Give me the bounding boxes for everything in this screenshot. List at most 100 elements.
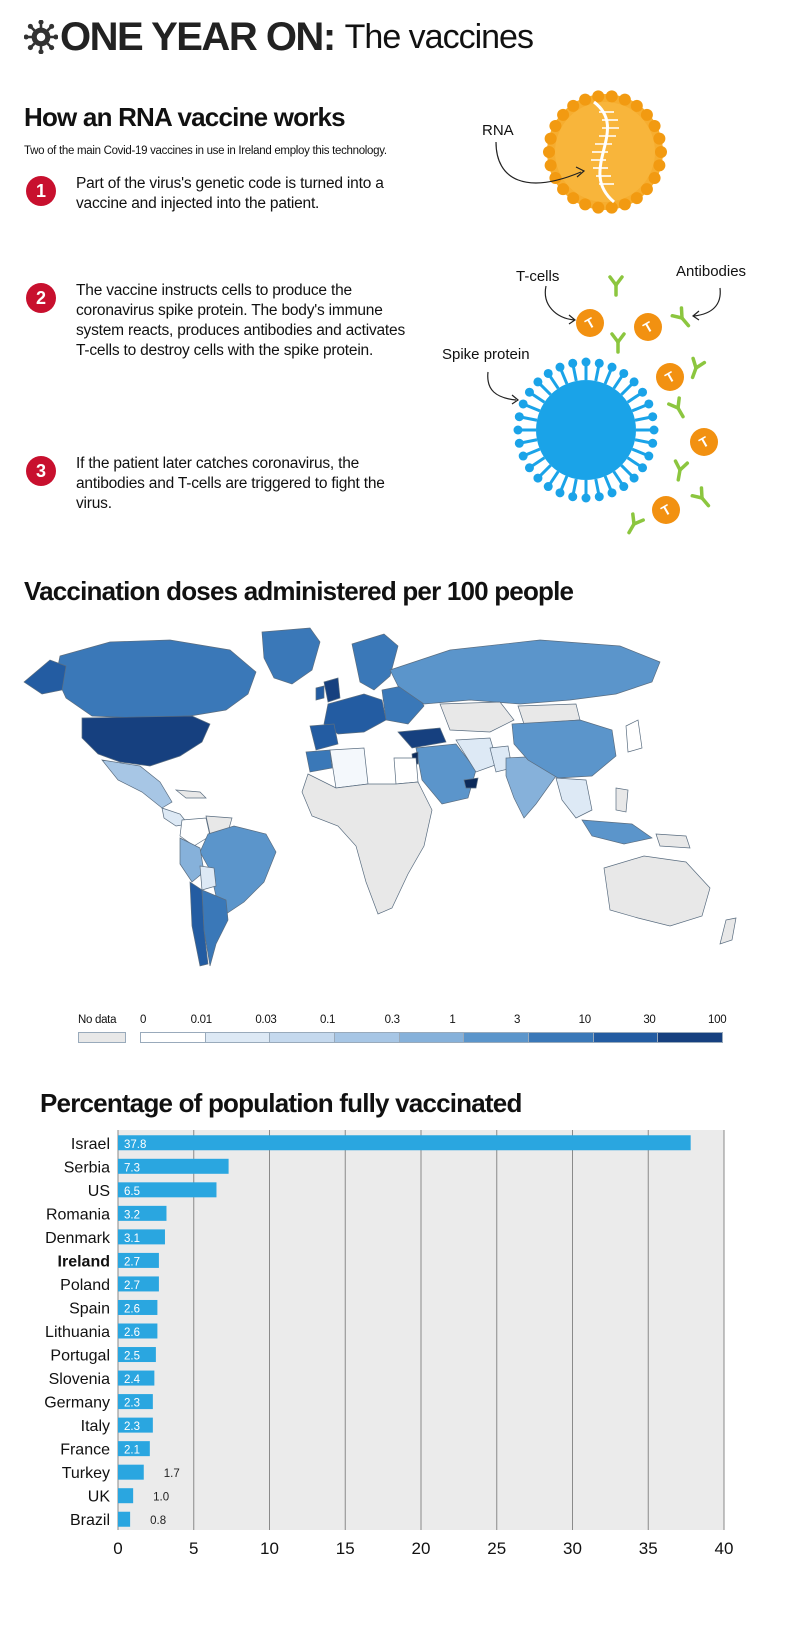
- region-caribbean: [174, 789, 207, 799]
- category-label: Poland: [60, 1277, 110, 1294]
- region-china: [511, 719, 617, 779]
- bar: [118, 1323, 158, 1339]
- legend-swatch: [204, 1032, 271, 1043]
- region-scandinavia: [351, 633, 399, 691]
- page-header: ONE YEAR ON: The vaccines: [24, 12, 534, 62]
- step-text: The vaccine instructs cells to produce t…: [76, 282, 405, 359]
- category-label: Portugal: [50, 1348, 110, 1365]
- x-tick-label: 20: [412, 1539, 431, 1558]
- region-papua: [655, 833, 691, 849]
- value-label: 6.5: [124, 1186, 140, 1198]
- bar: [118, 1394, 153, 1410]
- legend-swatch: [334, 1032, 400, 1043]
- spike-protein-label: Spike protein: [442, 346, 530, 363]
- legend-tick-label: 3: [514, 1014, 521, 1026]
- bar: [118, 1370, 155, 1386]
- rna-section-subtitle: Two of the main Covid-19 vaccines in use…: [24, 145, 387, 157]
- category-label: Italy: [81, 1418, 110, 1435]
- bar-chart: 0 5 10 15 20 25 30 35 40 Israel 37.8 Serbia 7.3 US 6.5…: [0, 1126, 800, 1637]
- legend-tick-label: 30: [643, 1014, 656, 1026]
- region-uae: [463, 777, 479, 789]
- legend-tick-label: 0.03: [255, 1014, 277, 1026]
- bar-chart-svg: 0 5 10 15 20 25 30 35 40 Israel 37.8 Serbia 7.3 US 6.5…: [44, 1130, 734, 1558]
- value-label: 2.3: [124, 1421, 140, 1433]
- legend-swatch: [528, 1032, 594, 1043]
- region-morocco: [305, 749, 333, 773]
- region-turkey: [397, 727, 447, 749]
- antibody-icon: [610, 332, 626, 354]
- bar: [118, 1299, 158, 1315]
- region-kazakhstan: [439, 701, 515, 733]
- region-greenland: [261, 627, 321, 685]
- bar-chart-title: Percentage of population fully vaccinate…: [40, 1088, 522, 1118]
- x-tick-label: 40: [715, 1539, 734, 1558]
- x-tick-label: 30: [563, 1539, 582, 1558]
- region-egypt: [393, 757, 419, 785]
- category-label: Turkey: [62, 1465, 110, 1482]
- region-peru: [179, 837, 205, 883]
- value-label: 2.6: [124, 1327, 140, 1339]
- step-number-badge: 1: [26, 176, 56, 206]
- region-africa: [301, 773, 433, 915]
- region-philippines: [615, 787, 629, 813]
- antibody-icon: [690, 356, 707, 380]
- legend-tick-label: 0: [140, 1014, 147, 1026]
- legend-swatch: [592, 1032, 659, 1043]
- category-label: Ireland: [58, 1253, 110, 1270]
- x-tick-label: 5: [189, 1539, 198, 1558]
- value-label: 2.7: [124, 1256, 140, 1268]
- x-tick-label: 15: [336, 1539, 355, 1558]
- spike-protein-icon: [513, 357, 659, 503]
- bar: [118, 1511, 131, 1527]
- bar: [118, 1488, 134, 1504]
- value-label: 7.3: [124, 1162, 140, 1174]
- antibodies-label: Antibodies: [676, 263, 747, 280]
- legend-tick-label: 10: [578, 1014, 592, 1026]
- bar: [118, 1417, 153, 1433]
- tcell-icon: [576, 309, 604, 337]
- bar: [118, 1464, 144, 1480]
- step-number-badge: 2: [26, 283, 56, 313]
- category-label: Slovenia: [49, 1371, 110, 1388]
- region-brazil: [199, 825, 277, 915]
- category-label: Romania: [46, 1206, 110, 1223]
- value-label: 3.1: [124, 1233, 140, 1245]
- region-ireland: [315, 685, 325, 701]
- region-indonesia: [581, 819, 653, 845]
- region-iberia: [309, 723, 339, 751]
- region-bolivia: [199, 865, 217, 891]
- map-legend: No data 0 0.01 0.03 0.1 0.3 1 3 10 30 100: [78, 1014, 738, 1050]
- tcell-icon: [656, 363, 684, 391]
- step-text: Part of the virus's genetic code is turn…: [76, 175, 384, 212]
- bar: [118, 1276, 159, 1292]
- value-label: 2.4: [124, 1374, 141, 1386]
- step-number-badge: 3: [26, 456, 56, 486]
- header-subtitle: The vaccines: [344, 17, 534, 56]
- value-label: 2.3: [124, 1398, 140, 1410]
- region-alaska: [23, 659, 67, 695]
- rna-particle-icon: [543, 90, 667, 214]
- virus-icon: [24, 20, 58, 54]
- antibody-icon: [690, 486, 711, 508]
- region-australia: [603, 855, 711, 927]
- tcell-icon: [690, 428, 718, 456]
- header-main-title: ONE YEAR ON:: [60, 14, 336, 59]
- region-argentina: [201, 889, 229, 967]
- category-label: Germany: [44, 1395, 110, 1412]
- value-label: 3.2: [124, 1209, 140, 1221]
- value-label: 2.6: [124, 1303, 140, 1315]
- region-algeria: [329, 747, 369, 789]
- world-map: [23, 627, 737, 967]
- region-new-zealand: [719, 917, 737, 945]
- value-label: 1.0: [153, 1492, 169, 1504]
- bar: [118, 1441, 150, 1457]
- region-uk: [323, 677, 341, 703]
- value-label: 2.7: [124, 1280, 140, 1292]
- value-label: 2.5: [124, 1351, 140, 1363]
- antibody-icon: [673, 459, 690, 482]
- legend-no-data-label: No data: [78, 1014, 117, 1026]
- legend-swatch: [140, 1032, 206, 1043]
- value-label: 37.8: [124, 1139, 146, 1151]
